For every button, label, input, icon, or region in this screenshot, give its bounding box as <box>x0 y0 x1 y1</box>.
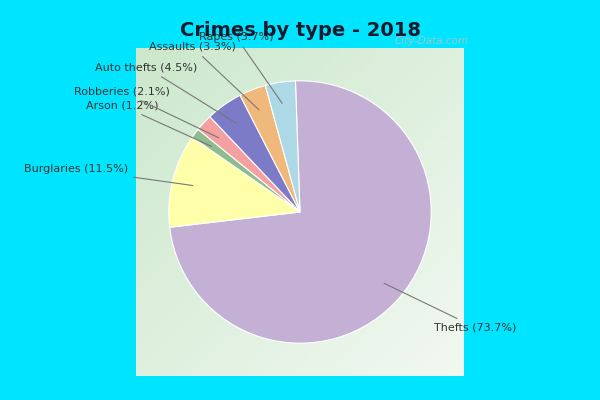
Wedge shape <box>265 81 300 212</box>
Text: Thefts (73.7%): Thefts (73.7%) <box>384 283 517 332</box>
Wedge shape <box>240 86 300 212</box>
Text: City-Data.com: City-Data.com <box>394 36 468 46</box>
Text: Rapes (3.7%): Rapes (3.7%) <box>199 32 282 103</box>
Wedge shape <box>169 137 300 227</box>
Wedge shape <box>210 95 300 212</box>
Text: Arson (1.2%): Arson (1.2%) <box>86 101 211 146</box>
Wedge shape <box>198 117 300 212</box>
Text: Crimes by type - 2018: Crimes by type - 2018 <box>179 20 421 40</box>
Text: Assaults (3.3%): Assaults (3.3%) <box>149 42 259 110</box>
Wedge shape <box>170 81 431 343</box>
Text: Auto thefts (4.5%): Auto thefts (4.5%) <box>95 62 235 123</box>
Text: Robberies (2.1%): Robberies (2.1%) <box>74 87 218 138</box>
Wedge shape <box>192 129 300 212</box>
Text: Burglaries (11.5%): Burglaries (11.5%) <box>24 164 193 186</box>
